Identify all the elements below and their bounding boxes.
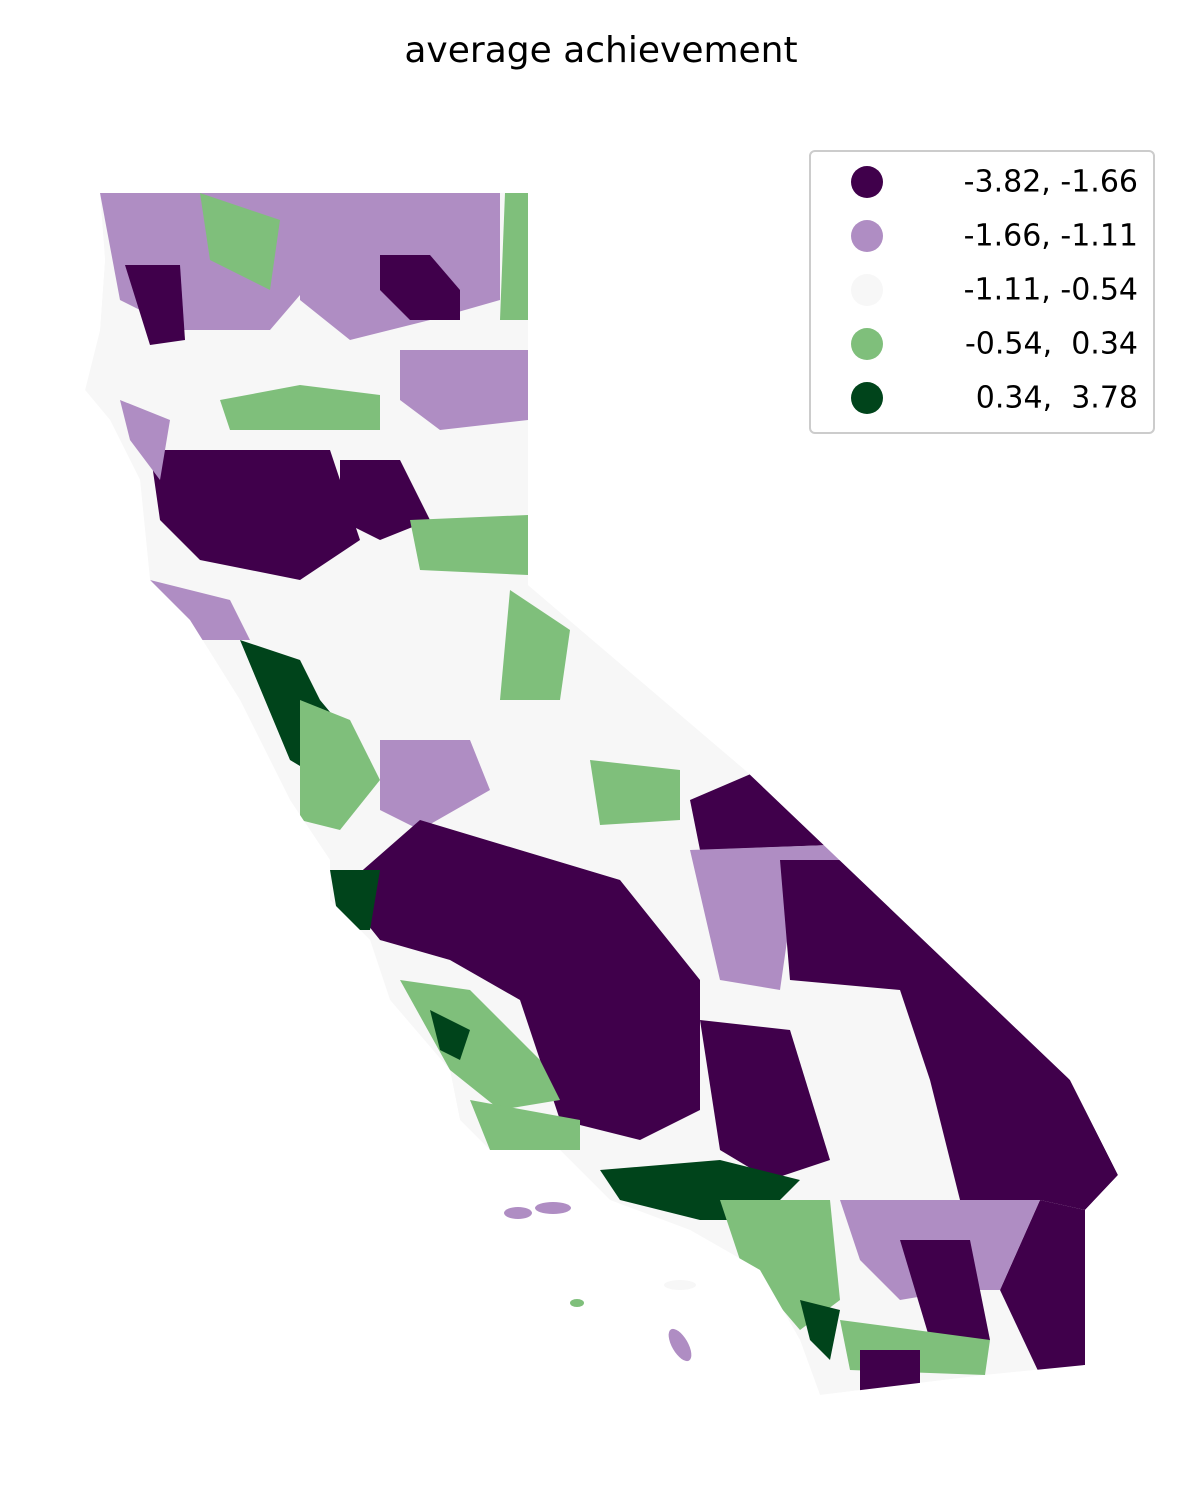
district-region (380, 740, 490, 830)
legend-marker (851, 274, 883, 306)
legend-label: -1.66, -1.11 (964, 219, 1138, 254)
island (664, 1280, 696, 1290)
district-region (700, 1020, 830, 1180)
district-region (220, 385, 380, 430)
map-title: average achievement (404, 30, 797, 71)
legend-label: -1.11, -0.54 (964, 273, 1138, 308)
district-region (1000, 1200, 1085, 1375)
district-region (500, 590, 570, 700)
islands (504, 1202, 696, 1362)
legend-marker (851, 220, 883, 252)
district-region (690, 770, 830, 850)
district-region (900, 1240, 990, 1340)
district-region (380, 255, 460, 320)
district-region (960, 1200, 1040, 1290)
island (504, 1207, 532, 1219)
legend-label: -3.82, -1.66 (964, 165, 1138, 200)
state-map (85, 193, 1118, 1395)
district-region (150, 580, 250, 640)
legend-marker (851, 328, 883, 360)
district-region (720, 1200, 840, 1330)
island (668, 1328, 692, 1362)
legend-frame (809, 150, 1155, 434)
district-region (150, 450, 360, 580)
district-region (410, 515, 528, 575)
legend-label: -0.54, 0.34 (965, 327, 1138, 362)
district-region (340, 820, 700, 1140)
district-region (300, 700, 380, 830)
district-region (120, 400, 170, 480)
district-region (430, 1010, 470, 1060)
island (570, 1299, 584, 1307)
district-region (470, 1100, 580, 1150)
legend: -3.82, -1.66 -1.66, -1.11 -1.11, -0.54 -0.5… (809, 150, 1155, 434)
legend-marker (851, 382, 883, 414)
legend-label: 0.34, 3.78 (966, 381, 1138, 416)
district-region (500, 193, 528, 320)
district-region (800, 1300, 840, 1360)
district-region (340, 460, 430, 540)
district-region (400, 980, 560, 1110)
island (535, 1202, 571, 1214)
district-region (590, 760, 680, 825)
district-region (780, 860, 1118, 1210)
legend-marker (851, 166, 883, 198)
district-region (860, 1350, 920, 1395)
district-region (200, 193, 280, 290)
district-region (125, 265, 185, 345)
district-region (400, 350, 528, 430)
